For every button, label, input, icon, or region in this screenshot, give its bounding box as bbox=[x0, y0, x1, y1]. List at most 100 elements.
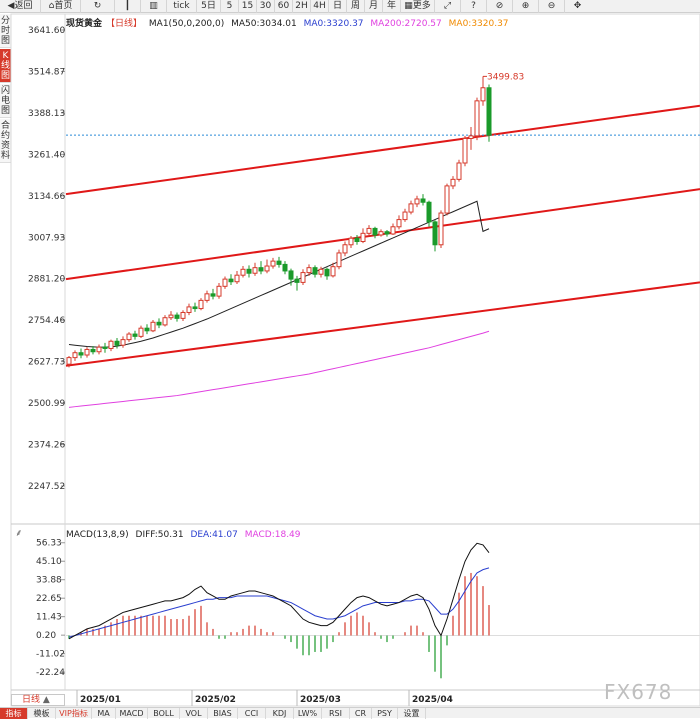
toolbar-label: 4H bbox=[313, 1, 326, 11]
toolbar-label: 15 bbox=[241, 1, 254, 11]
candle bbox=[264, 259, 270, 274]
top-toolbar: ◀返回 ⌂首页 ↻ ┃ ▥ tick 5日 5 15 30 60 2H 4H 日周月年 ▦更多 ⤢? ⊘ ⊕ ⊖ ✥ bbox=[0, 0, 700, 13]
indicator-tab-5[interactable]: BOLL bbox=[148, 708, 180, 719]
candle bbox=[186, 303, 192, 316]
period-5日-button[interactable]: 5日 bbox=[196, 0, 220, 13]
period-selector[interactable]: 日线 ▲ bbox=[11, 694, 65, 706]
period-60-button[interactable]: 60 bbox=[274, 0, 292, 13]
back-arrow-icon: ◀ bbox=[7, 1, 15, 11]
candle bbox=[276, 256, 282, 268]
period-月-button[interactable]: 月 bbox=[364, 0, 382, 13]
back-arrow-button[interactable]: ◀返回 bbox=[0, 0, 40, 13]
candle bbox=[258, 261, 264, 275]
candle bbox=[378, 229, 384, 237]
fullscreen-button[interactable]: ⤢ bbox=[434, 0, 460, 13]
indicator-tab-10[interactable]: LW% bbox=[294, 708, 322, 719]
zoom-out-button[interactable]: ⊖ bbox=[538, 0, 564, 13]
period-周-button[interactable]: 周 bbox=[346, 0, 364, 13]
drag-icon: ✥ bbox=[573, 1, 582, 11]
date-label: 2025/01 bbox=[80, 695, 121, 705]
candle bbox=[252, 262, 258, 276]
period-5-button[interactable]: 5 bbox=[220, 0, 238, 13]
period-日-button[interactable]: 日 bbox=[328, 0, 346, 13]
period-15-button[interactable]: 15 bbox=[238, 0, 256, 13]
indicator-tab-3[interactable]: MA bbox=[92, 708, 116, 719]
candle bbox=[420, 194, 426, 206]
candle bbox=[66, 355, 72, 368]
macd-legend-dea: DEA:41.07 bbox=[190, 530, 238, 540]
candle bbox=[84, 347, 90, 358]
indicator-tab-13[interactable]: PSY bbox=[372, 708, 398, 719]
legend-ma50: MA50:3034.01 bbox=[231, 19, 297, 29]
indicator-tab-4[interactable]: MACD bbox=[116, 708, 148, 719]
indicator-tab-1[interactable]: 模板 bbox=[28, 708, 56, 719]
zoom-out-icon: ⊖ bbox=[547, 1, 556, 11]
ma200-line bbox=[68, 330, 490, 408]
help-icon: ? bbox=[471, 1, 476, 11]
indicator-tab-11[interactable]: RSI bbox=[322, 708, 350, 719]
side-tab-3[interactable]: 合约资料 bbox=[0, 119, 11, 163]
candle bbox=[360, 228, 366, 244]
high-price-label: 3499.83 bbox=[487, 72, 524, 82]
period-年-button[interactable]: 年 bbox=[382, 0, 400, 13]
candle bbox=[324, 267, 330, 280]
candle bbox=[114, 337, 120, 349]
candle bbox=[426, 200, 432, 227]
candle bbox=[474, 97, 480, 141]
candle bbox=[348, 235, 354, 249]
refresh-icon: ↻ bbox=[93, 1, 102, 11]
candle bbox=[150, 320, 156, 333]
candle bbox=[462, 135, 468, 167]
side-tab-0[interactable]: 分时图 bbox=[0, 14, 11, 48]
candle bbox=[486, 84, 492, 142]
candle bbox=[366, 225, 372, 237]
channel-line-lower[interactable] bbox=[65, 281, 700, 367]
crosshair-icon[interactable]: ⸙ bbox=[15, 528, 23, 539]
candle bbox=[228, 274, 234, 286]
side-tab-2[interactable]: 闪电图 bbox=[0, 84, 11, 118]
zoom-in-button[interactable]: ⊕ bbox=[512, 0, 538, 13]
refresh-button[interactable]: ↻ bbox=[80, 0, 114, 13]
indicator-tab-0[interactable]: 指标 bbox=[0, 708, 28, 719]
indicator-tab-9[interactable]: KDJ bbox=[266, 708, 294, 719]
macd-legend: MACD(13,8,9) DIFF:50.31 DEA:41.07 MACD:1… bbox=[66, 530, 305, 540]
tick-button[interactable]: tick bbox=[166, 0, 196, 13]
period-30-button[interactable]: 30 bbox=[256, 0, 274, 13]
toolbar-label: 月 bbox=[368, 1, 378, 11]
indicator-tab-2[interactable]: VIP指标 bbox=[56, 708, 92, 719]
drag-button[interactable]: ✥ bbox=[564, 0, 590, 13]
candle bbox=[78, 348, 84, 359]
home-button[interactable]: ⌂首页 bbox=[40, 0, 80, 13]
side-tab-1[interactable]: K线图 bbox=[0, 49, 11, 83]
home-icon: ⌂ bbox=[48, 1, 55, 11]
bar-chart-button[interactable]: ▥ bbox=[140, 0, 166, 13]
candle bbox=[414, 195, 420, 208]
macd-axis-label: -22.24 bbox=[36, 668, 65, 678]
indicator-tab-6[interactable]: VOL bbox=[180, 708, 208, 719]
price-axis-label: 3641.60 bbox=[28, 26, 65, 36]
macd-axis-label: -11.02 bbox=[36, 650, 65, 660]
period-2H-button[interactable]: 2H bbox=[292, 0, 310, 13]
candle bbox=[468, 127, 474, 150]
chevron-up-icon: ▲ bbox=[42, 695, 50, 705]
indicator-tab-12[interactable]: CR bbox=[350, 708, 372, 719]
indicator-tab-7[interactable]: BIAS bbox=[208, 708, 238, 719]
candle bbox=[456, 159, 462, 182]
price-axis-label: 3007.93 bbox=[28, 233, 65, 243]
price-axis-label: 2754.46 bbox=[28, 316, 65, 326]
candle bbox=[138, 325, 144, 338]
help-button[interactable]: ? bbox=[460, 0, 486, 13]
macd-axis-label: 11.43 bbox=[36, 613, 62, 623]
indicator-tab-14[interactable]: 设置 bbox=[398, 708, 426, 719]
lock-button[interactable]: ⊘ bbox=[486, 0, 512, 13]
candlestick-button[interactable]: ┃ bbox=[114, 0, 140, 13]
indicator-tab-8[interactable]: CCI bbox=[238, 708, 266, 719]
channel-line-upper[interactable] bbox=[65, 104, 700, 196]
candle bbox=[156, 318, 162, 329]
period-4H-button[interactable]: 4H bbox=[310, 0, 328, 13]
price-axis-label: 2374.26 bbox=[28, 441, 65, 451]
legend-ma200: MA200:2720.57 bbox=[370, 19, 442, 29]
grid-button[interactable]: ▦更多 bbox=[400, 0, 434, 13]
candle bbox=[432, 220, 438, 252]
